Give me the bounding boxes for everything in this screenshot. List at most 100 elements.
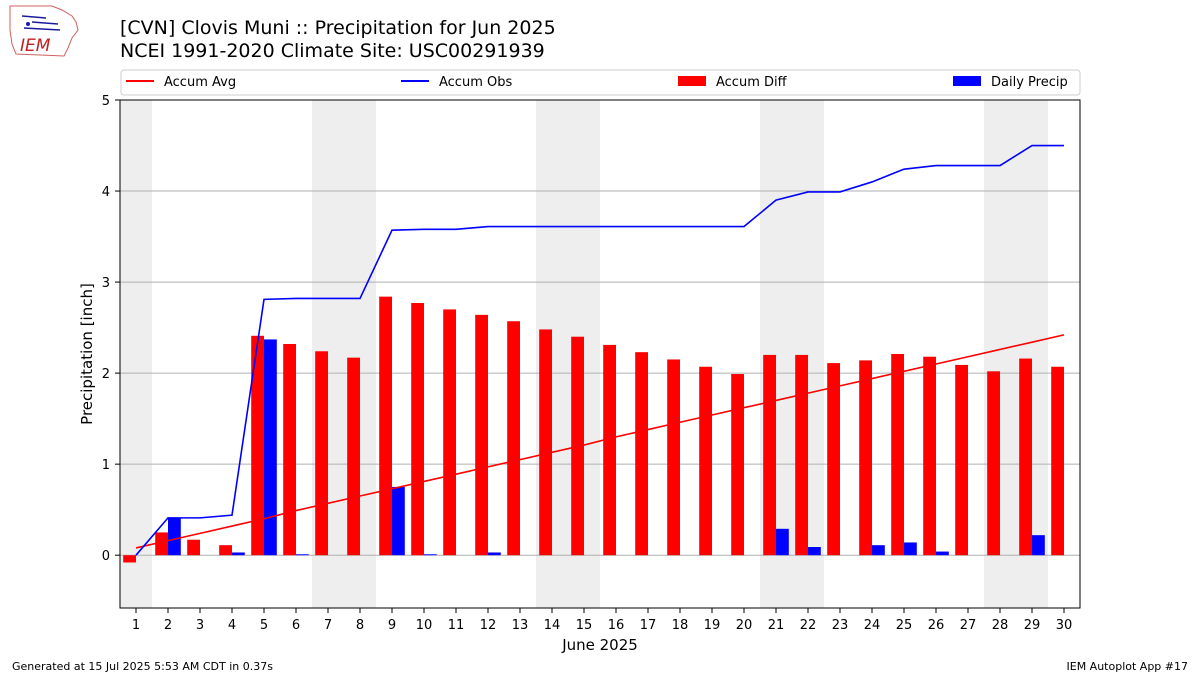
bar-series xyxy=(123,296,1064,563)
app-label: IEM Autoplot App #17 xyxy=(1066,660,1189,673)
y-tick-label-5: 5 xyxy=(102,94,110,109)
x-tick-label-8: 8 xyxy=(356,618,364,633)
diff-bar-day-27 xyxy=(955,364,968,556)
diff-bar-day-10 xyxy=(411,303,424,556)
legend-label-accum-diff: Accum Diff xyxy=(716,75,788,90)
daily-bar-day-10 xyxy=(424,554,437,556)
diff-bar-day-19 xyxy=(699,366,712,556)
diff-bar-day-6 xyxy=(283,343,296,556)
diff-bar-day-3 xyxy=(187,539,200,556)
diff-bar-day-21 xyxy=(763,354,776,556)
legend: Accum Avg Accum Obs Accum Diff Daily Precip xyxy=(120,69,1081,96)
y-axis-ticks: 0 1 2 3 4 5 xyxy=(102,94,120,564)
x-tick-label-12: 12 xyxy=(480,618,497,633)
legend-label-accum-obs: Accum Obs xyxy=(439,75,512,90)
diff-bar-day-13 xyxy=(507,321,520,556)
x-tick-label-6: 6 xyxy=(292,618,300,633)
x-axis-label: June 2025 xyxy=(561,636,638,654)
chart-title: [CVN] Clovis Muni :: Precipitation for J… xyxy=(120,17,556,39)
x-tick-label-25: 25 xyxy=(896,618,913,633)
diff-bar-day-16 xyxy=(603,344,616,556)
diff-bar-day-2 xyxy=(155,532,168,556)
diff-bar-day-29 xyxy=(1019,358,1032,556)
x-tick-label-28: 28 xyxy=(992,618,1009,633)
daily-bar-day-2 xyxy=(168,517,181,556)
x-tick-label-3: 3 xyxy=(196,618,204,633)
diff-bar-day-25 xyxy=(891,354,904,556)
x-tick-label-24: 24 xyxy=(864,618,881,633)
y-tick-label-3: 3 xyxy=(102,276,110,291)
diff-bar-day-26 xyxy=(923,356,936,556)
daily-bar-day-29 xyxy=(1032,535,1045,556)
x-tick-label-17: 17 xyxy=(640,618,657,633)
x-tick-label-22: 22 xyxy=(800,618,817,633)
diff-bar-day-14 xyxy=(539,329,552,556)
x-tick-label-15: 15 xyxy=(576,618,593,633)
diff-bar-day-12 xyxy=(475,314,488,556)
daily-bar-day-26 xyxy=(936,551,949,556)
diff-bar-day-7 xyxy=(315,351,328,556)
x-tick-label-9: 9 xyxy=(388,618,396,633)
x-tick-label-20: 20 xyxy=(736,618,753,633)
accum-obs-line xyxy=(135,144,1064,556)
x-tick-label-18: 18 xyxy=(672,618,689,633)
x-tick-label-21: 21 xyxy=(768,618,785,633)
x-tick-label-19: 19 xyxy=(704,618,721,633)
daily-bar-day-6 xyxy=(296,554,309,556)
daily-bar-day-21 xyxy=(776,528,789,556)
diff-bar-day-4 xyxy=(219,545,232,556)
accum-avg-line xyxy=(135,334,1065,549)
diff-bar-day-5 xyxy=(251,335,264,556)
y-tick-label-0: 0 xyxy=(102,549,110,564)
weekend-bands xyxy=(120,100,1048,608)
x-tick-label-23: 23 xyxy=(832,618,849,633)
generated-note: Generated at 15 Jul 2025 5:53 AM CDT in … xyxy=(12,660,273,673)
y-tick-label-1: 1 xyxy=(102,458,110,473)
x-tick-label-5: 5 xyxy=(260,618,268,633)
x-axis-ticks: 1 2 3 4 5 6 7 8 9 10 11 12 13 14 15 16 17 18 19 20 21 22 23 24 2… xyxy=(132,608,1072,633)
diff-bar-day-24 xyxy=(859,360,872,556)
x-tick-label-16: 16 xyxy=(608,618,625,633)
plot-frame xyxy=(119,99,1081,609)
x-tick-label-4: 4 xyxy=(228,618,236,633)
daily-bar-day-22 xyxy=(808,547,821,556)
x-tick-label-2: 2 xyxy=(164,618,172,633)
diff-bar-day-1 xyxy=(123,555,136,563)
diff-bar-day-23 xyxy=(827,363,840,556)
daily-bar-day-12 xyxy=(488,552,501,556)
y-tick-label-4: 4 xyxy=(102,185,110,200)
legend-label-accum-avg: Accum Avg xyxy=(164,75,236,90)
x-tick-label-7: 7 xyxy=(324,618,332,633)
legend-box xyxy=(120,69,1081,96)
daily-bar-day-25 xyxy=(904,542,917,556)
diff-bar-day-20 xyxy=(731,374,744,556)
legend-label-daily-precip: Daily Precip xyxy=(991,75,1068,90)
chart-subtitle: NCEI 1991-2020 Climate Site: USC00291939 xyxy=(120,40,545,62)
y-tick-label-2: 2 xyxy=(102,367,110,382)
x-tick-label-26: 26 xyxy=(928,618,945,633)
legend-swatch-accum-diff xyxy=(678,76,706,86)
diff-bar-day-18 xyxy=(667,359,680,556)
x-tick-label-13: 13 xyxy=(512,618,529,633)
logo-text: IEM xyxy=(20,36,51,56)
y-axis-label: Precipitation [inch] xyxy=(78,283,96,425)
legend-swatch-daily-precip xyxy=(953,76,981,86)
daily-bar-day-5 xyxy=(264,339,277,556)
x-tick-label-1: 1 xyxy=(132,618,140,633)
daily-bar-day-4 xyxy=(232,552,245,556)
x-tick-label-27: 27 xyxy=(960,618,977,633)
diff-bar-day-30 xyxy=(1051,366,1064,556)
line-series xyxy=(135,144,1065,556)
diff-bar-day-9 xyxy=(379,296,392,556)
x-tick-label-29: 29 xyxy=(1024,618,1041,633)
weekend-band-1 xyxy=(120,100,152,608)
diff-bar-day-17 xyxy=(635,352,648,556)
diff-bar-day-11 xyxy=(443,309,456,556)
daily-bar-day-9 xyxy=(392,486,405,556)
x-tick-label-11: 11 xyxy=(448,618,465,633)
diff-bar-day-22 xyxy=(795,354,808,556)
x-tick-label-30: 30 xyxy=(1056,618,1073,633)
diff-bar-day-28 xyxy=(987,371,1000,556)
diff-bar-day-8 xyxy=(347,357,360,556)
